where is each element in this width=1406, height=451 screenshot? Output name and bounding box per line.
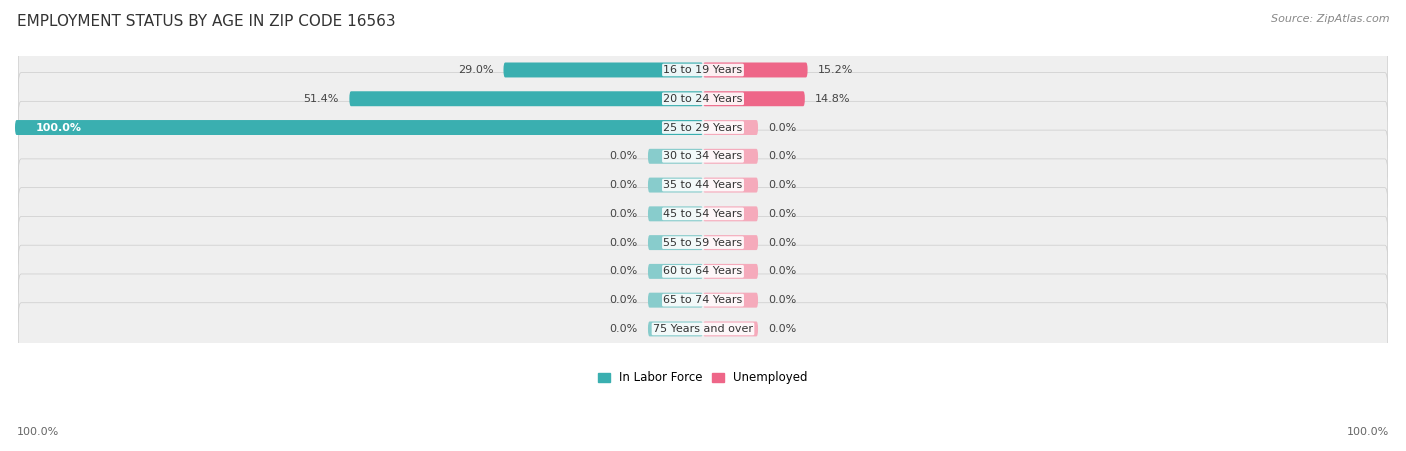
Text: 65 to 74 Years: 65 to 74 Years: [664, 295, 742, 305]
FancyBboxPatch shape: [349, 91, 703, 106]
FancyBboxPatch shape: [648, 178, 703, 193]
FancyBboxPatch shape: [648, 293, 703, 308]
FancyBboxPatch shape: [18, 274, 1388, 327]
Text: 0.0%: 0.0%: [768, 238, 797, 248]
FancyBboxPatch shape: [18, 73, 1388, 125]
Text: 15.2%: 15.2%: [818, 65, 853, 75]
Text: 29.0%: 29.0%: [458, 65, 494, 75]
Text: 45 to 54 Years: 45 to 54 Years: [664, 209, 742, 219]
FancyBboxPatch shape: [703, 264, 758, 279]
FancyBboxPatch shape: [18, 245, 1388, 298]
Text: 100.0%: 100.0%: [1347, 428, 1389, 437]
FancyBboxPatch shape: [648, 322, 703, 336]
Text: 0.0%: 0.0%: [768, 324, 797, 334]
FancyBboxPatch shape: [18, 101, 1388, 154]
Text: 25 to 29 Years: 25 to 29 Years: [664, 123, 742, 133]
Text: 0.0%: 0.0%: [609, 151, 638, 161]
Text: 0.0%: 0.0%: [609, 180, 638, 190]
Text: 0.0%: 0.0%: [768, 209, 797, 219]
FancyBboxPatch shape: [703, 293, 758, 308]
FancyBboxPatch shape: [703, 207, 758, 221]
Text: 0.0%: 0.0%: [609, 238, 638, 248]
Text: 30 to 34 Years: 30 to 34 Years: [664, 151, 742, 161]
FancyBboxPatch shape: [703, 235, 758, 250]
FancyBboxPatch shape: [703, 120, 758, 135]
Text: 20 to 24 Years: 20 to 24 Years: [664, 94, 742, 104]
Text: Source: ZipAtlas.com: Source: ZipAtlas.com: [1271, 14, 1389, 23]
Text: 0.0%: 0.0%: [609, 324, 638, 334]
Text: 0.0%: 0.0%: [768, 267, 797, 276]
FancyBboxPatch shape: [18, 216, 1388, 269]
Text: 60 to 64 Years: 60 to 64 Years: [664, 267, 742, 276]
Text: 0.0%: 0.0%: [768, 180, 797, 190]
Text: EMPLOYMENT STATUS BY AGE IN ZIP CODE 16563: EMPLOYMENT STATUS BY AGE IN ZIP CODE 165…: [17, 14, 395, 28]
Text: 16 to 19 Years: 16 to 19 Years: [664, 65, 742, 75]
FancyBboxPatch shape: [703, 322, 758, 336]
Legend: In Labor Force, Unemployed: In Labor Force, Unemployed: [593, 367, 813, 389]
Text: 35 to 44 Years: 35 to 44 Years: [664, 180, 742, 190]
Text: 75 Years and over: 75 Years and over: [652, 324, 754, 334]
Text: 55 to 59 Years: 55 to 59 Years: [664, 238, 742, 248]
Text: 0.0%: 0.0%: [609, 267, 638, 276]
Text: 0.0%: 0.0%: [768, 151, 797, 161]
FancyBboxPatch shape: [648, 149, 703, 164]
FancyBboxPatch shape: [18, 130, 1388, 183]
Text: 14.8%: 14.8%: [815, 94, 851, 104]
FancyBboxPatch shape: [503, 63, 703, 78]
FancyBboxPatch shape: [648, 207, 703, 221]
FancyBboxPatch shape: [18, 303, 1388, 355]
Text: 100.0%: 100.0%: [35, 123, 82, 133]
FancyBboxPatch shape: [703, 149, 758, 164]
FancyBboxPatch shape: [703, 63, 807, 78]
FancyBboxPatch shape: [18, 44, 1388, 96]
Text: 0.0%: 0.0%: [609, 295, 638, 305]
Text: 0.0%: 0.0%: [768, 123, 797, 133]
FancyBboxPatch shape: [18, 188, 1388, 240]
Text: 100.0%: 100.0%: [17, 428, 59, 437]
Text: 0.0%: 0.0%: [609, 209, 638, 219]
FancyBboxPatch shape: [648, 264, 703, 279]
FancyBboxPatch shape: [648, 235, 703, 250]
FancyBboxPatch shape: [703, 91, 804, 106]
FancyBboxPatch shape: [18, 159, 1388, 211]
Text: 51.4%: 51.4%: [304, 94, 339, 104]
FancyBboxPatch shape: [703, 178, 758, 193]
FancyBboxPatch shape: [15, 120, 703, 135]
Text: 0.0%: 0.0%: [768, 295, 797, 305]
